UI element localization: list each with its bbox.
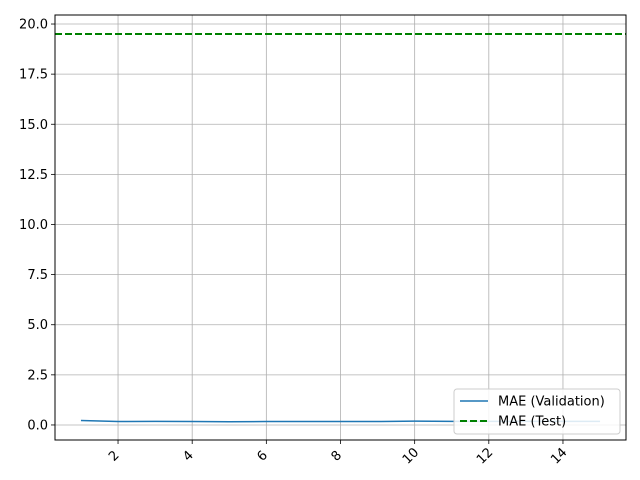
- legend-label: MAE (Validation): [498, 395, 605, 410]
- y-tick-label: 20.0: [19, 18, 48, 33]
- y-tick-label: 5.0: [27, 318, 48, 333]
- legend-box: [453, 388, 621, 435]
- y-tick-label: 0.0: [27, 418, 48, 433]
- y-tick-label: 10.0: [19, 218, 48, 233]
- grid: [55, 15, 626, 440]
- legend: MAE (Validation) MAE (Test): [453, 388, 621, 435]
- y-tick-label: 12.5: [19, 168, 48, 183]
- y-tick-label: 17.5: [19, 68, 48, 83]
- y-tick-label: 15.0: [19, 118, 48, 133]
- legend-label: MAE (Test): [498, 415, 566, 430]
- y-tick-label: 7.5: [27, 268, 48, 283]
- y-tick-label: 2.5: [27, 368, 48, 383]
